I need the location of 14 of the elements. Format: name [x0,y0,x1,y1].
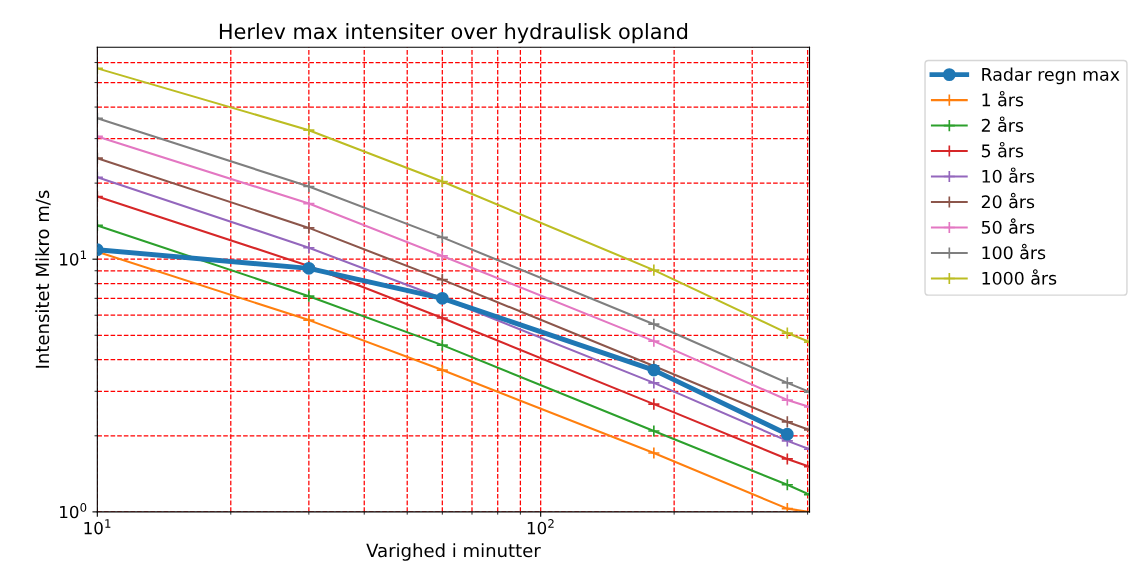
chart-title: Herlev max intensiter over hydraulisk opland [219,23,688,44]
y-tick-label: 10$^{0}$ [60,503,87,519]
legend-label: 2 års [981,116,1024,132]
x-axis-title: Varighed i minutter [366,543,541,561]
legend-label: 20 års [981,192,1035,209]
y-axis-title: Intensitet Mikro m/s [35,190,51,368]
legend-label: Radar regn max [982,67,1120,85]
legend-label: 10 års [982,167,1035,183]
legend-label: 1000 års [982,269,1057,285]
legend-label: 100 års [982,243,1046,260]
legend-label: 5 års [981,141,1024,158]
legend-label: 50 års [981,218,1035,234]
x-tick-label: 10$^{2}$ [527,519,554,535]
legend-label: 1 års [982,90,1024,107]
